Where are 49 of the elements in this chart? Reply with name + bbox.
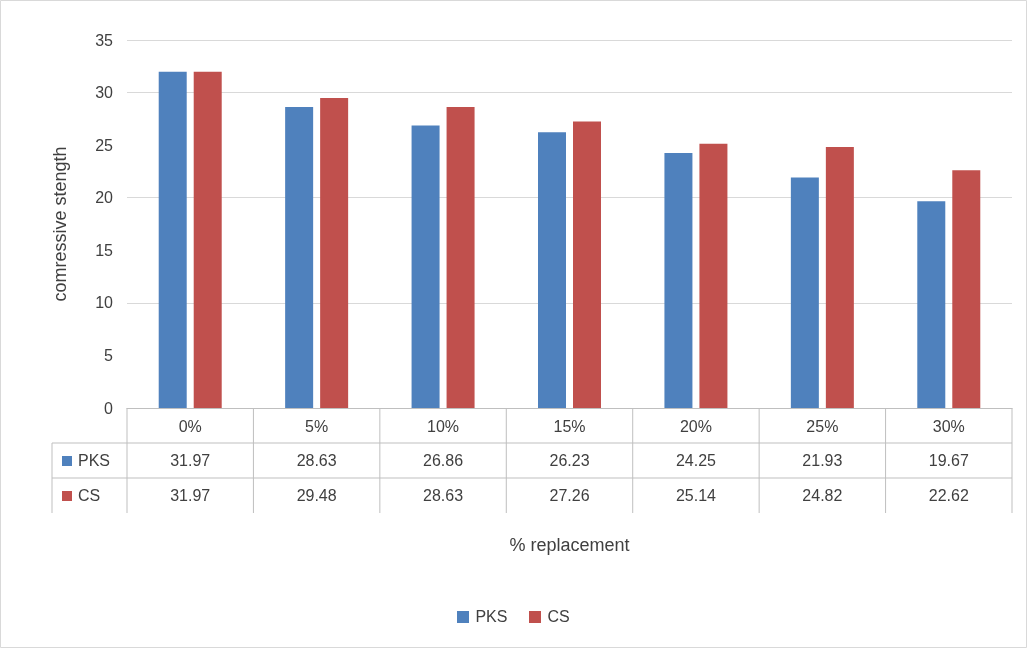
x-tick-label: 10% <box>427 417 460 435</box>
x-tick-label: 15% <box>553 417 586 435</box>
x-tick-label: 25% <box>806 417 839 435</box>
x-tick-label: 20% <box>679 417 712 435</box>
y-tick-label: 5 <box>104 346 114 364</box>
y-tick-label: 15 <box>95 241 114 259</box>
bar <box>573 121 601 408</box>
y-tick-label: 30 <box>95 84 114 102</box>
bar <box>193 71 222 408</box>
y-tick-label: 10 <box>95 294 114 312</box>
data-label: 26.86 <box>423 452 464 469</box>
text: CS <box>547 608 570 625</box>
text: % replacement <box>509 535 630 555</box>
bar <box>825 147 854 408</box>
y-tick-label: 25 <box>95 136 114 154</box>
data-label: 22.62 <box>928 487 969 504</box>
bar <box>158 71 187 408</box>
bar <box>320 98 349 408</box>
text: PKS <box>475 608 508 625</box>
y-tick-label: 35 <box>95 31 114 49</box>
bar <box>538 132 566 408</box>
x-tick-label: 5% <box>305 417 329 435</box>
bar <box>952 170 981 408</box>
data-label: 28.63 <box>423 487 464 504</box>
bar <box>699 143 728 408</box>
data-label: 31.97 <box>170 452 211 469</box>
data-label: 31.97 <box>170 487 211 504</box>
data-label: 24.82 <box>802 487 843 504</box>
bar <box>917 201 946 408</box>
data-label: 24.25 <box>675 452 717 469</box>
data-label: 28.63 <box>296 452 337 469</box>
data-label: 27.26 <box>549 487 590 504</box>
legend-label: PKS <box>78 452 111 469</box>
data-label: 26.23 <box>549 452 590 469</box>
data-label: 25.14 <box>675 487 717 504</box>
bar <box>285 106 314 408</box>
bar <box>664 153 693 408</box>
legend-label: CS <box>78 487 101 504</box>
bar <box>411 125 440 408</box>
data-label: 19.67 <box>928 452 969 469</box>
data-label: 21.93 <box>802 452 843 469</box>
y-tick-label: 0 <box>104 399 114 417</box>
y-tick-label: 20 <box>95 189 114 207</box>
x-tick-label: 0% <box>178 417 202 435</box>
bar <box>790 177 819 408</box>
y-axis-title: comressive stength <box>50 146 70 302</box>
x-tick-label: 30% <box>932 417 965 435</box>
bar <box>446 106 475 408</box>
data-label: 29.48 <box>296 487 337 504</box>
